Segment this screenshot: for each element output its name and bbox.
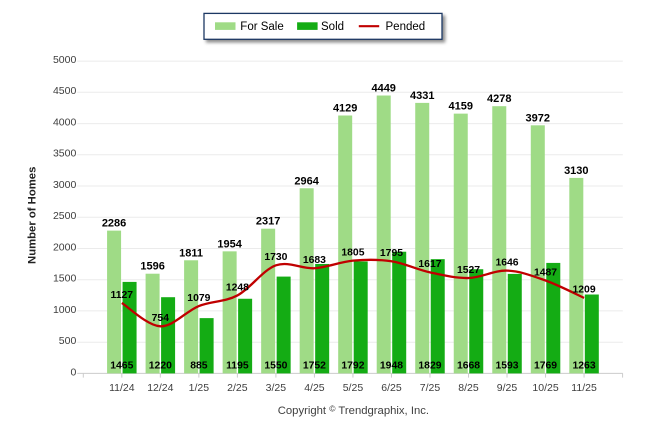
svg-text:11/24: 11/24 [109, 382, 135, 394]
svg-text:1/25: 1/25 [189, 382, 210, 394]
svg-text:1248: 1248 [226, 282, 249, 293]
svg-text:2286: 2286 [102, 218, 126, 230]
svg-text:754: 754 [152, 313, 170, 324]
svg-text:1550: 1550 [264, 360, 287, 371]
svg-text:4159: 4159 [449, 101, 473, 113]
svg-text:500: 500 [59, 335, 77, 347]
svg-text:1954: 1954 [217, 238, 242, 250]
svg-text:2964: 2964 [294, 175, 319, 187]
svg-text:1263: 1263 [572, 360, 595, 371]
svg-text:Sold: Sold [321, 21, 344, 33]
svg-text:1948: 1948 [380, 360, 403, 371]
svg-text:Pended: Pended [386, 21, 426, 33]
svg-text:Copyright © Trendgraphix, Inc.: Copyright © Trendgraphix, Inc. [278, 404, 429, 418]
svg-text:885: 885 [190, 360, 208, 371]
svg-text:4449: 4449 [371, 83, 395, 95]
svg-text:7/25: 7/25 [420, 382, 441, 394]
svg-text:4129: 4129 [333, 103, 357, 115]
svg-text:1795: 1795 [380, 248, 403, 259]
svg-text:1596: 1596 [140, 261, 164, 273]
svg-text:1195: 1195 [226, 360, 249, 371]
svg-text:2/25: 2/25 [227, 382, 248, 394]
svg-text:1527: 1527 [457, 265, 480, 276]
svg-text:4/25: 4/25 [304, 382, 325, 394]
svg-text:1593: 1593 [495, 360, 518, 371]
svg-text:1811: 1811 [179, 247, 203, 259]
svg-text:5000: 5000 [53, 54, 77, 66]
svg-text:4331: 4331 [410, 90, 434, 102]
svg-text:4000: 4000 [53, 117, 77, 129]
svg-text:3972: 3972 [526, 112, 550, 124]
svg-text:1752: 1752 [303, 360, 326, 371]
svg-text:1668: 1668 [457, 360, 480, 371]
svg-text:1209: 1209 [572, 285, 595, 296]
svg-text:1079: 1079 [187, 293, 210, 304]
svg-text:12/24: 12/24 [147, 382, 173, 394]
svg-text:0: 0 [70, 366, 76, 378]
svg-text:1220: 1220 [149, 360, 172, 371]
svg-text:1805: 1805 [341, 247, 364, 258]
svg-text:1829: 1829 [418, 360, 441, 371]
svg-text:1127: 1127 [111, 290, 134, 301]
svg-text:11/25: 11/25 [571, 382, 597, 394]
svg-text:1465: 1465 [110, 360, 133, 371]
svg-text:4500: 4500 [53, 85, 77, 97]
svg-text:9/25: 9/25 [497, 382, 518, 394]
svg-text:5/25: 5/25 [343, 382, 364, 394]
svg-text:1487: 1487 [534, 267, 557, 278]
svg-text:10/25: 10/25 [532, 382, 558, 394]
svg-text:3500: 3500 [53, 148, 77, 160]
svg-text:4278: 4278 [487, 93, 511, 105]
svg-text:2000: 2000 [53, 241, 77, 253]
svg-text:1730: 1730 [264, 252, 287, 263]
svg-text:1683: 1683 [303, 255, 326, 266]
svg-text:2317: 2317 [256, 216, 280, 228]
svg-text:1792: 1792 [341, 360, 364, 371]
svg-text:1769: 1769 [534, 360, 557, 371]
svg-text:For Sale: For Sale [240, 21, 283, 33]
svg-text:Number of Homes: Number of Homes [26, 167, 38, 264]
svg-text:1646: 1646 [495, 257, 518, 268]
svg-text:2500: 2500 [53, 210, 77, 222]
svg-text:8/25: 8/25 [458, 382, 479, 394]
svg-text:3000: 3000 [53, 179, 77, 191]
svg-text:3/25: 3/25 [266, 382, 287, 394]
svg-text:6/25: 6/25 [381, 382, 402, 394]
svg-text:3130: 3130 [564, 165, 588, 177]
svg-text:1000: 1000 [53, 304, 77, 316]
svg-text:1617: 1617 [418, 259, 441, 270]
svg-text:1500: 1500 [53, 273, 77, 285]
